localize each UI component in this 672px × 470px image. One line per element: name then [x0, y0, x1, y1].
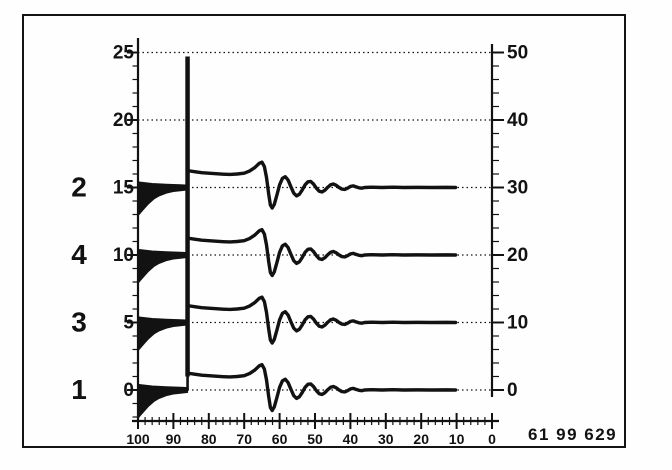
x-axis-tick-label: 90: [166, 431, 182, 447]
figure-frame: [22, 14, 626, 448]
trace-blob: [137, 181, 189, 218]
left-axis-tick-label: 15: [113, 178, 135, 199]
trace-blob: [137, 248, 189, 285]
trace-path: [185, 160, 458, 210]
x-axis-tick-label: 20: [413, 431, 429, 447]
trace-label: 3: [71, 307, 87, 338]
x-axis-tick-label: 80: [201, 431, 217, 447]
x-axis-tick-label: 0: [488, 431, 496, 447]
left-axis-tick-label: 5: [123, 313, 134, 334]
trace-path: [185, 362, 458, 413]
left-axis-tick-label: 25: [113, 43, 135, 64]
left-axis-tick-label: 10: [113, 245, 134, 266]
trace-blob: [137, 383, 189, 420]
left-axis-tick-label: 0: [123, 380, 134, 401]
x-axis-tick-label: 100: [126, 431, 150, 447]
right-axis-tick-label: 50: [507, 43, 528, 64]
right-axis-tick-label: 10: [507, 313, 528, 334]
trace-label: 2: [71, 172, 87, 203]
x-axis-tick-label: 40: [343, 431, 359, 447]
x-axis-tick-label: 60: [272, 431, 288, 447]
trace-label: 1: [71, 374, 87, 405]
right-axis-tick-label: 0: [507, 380, 518, 401]
x-axis-tick-label: 30: [378, 431, 394, 447]
trace-path: [185, 227, 458, 278]
trace-blob: [137, 316, 189, 353]
figure-number: 61 99 629: [528, 425, 618, 444]
trace-path: [185, 295, 458, 345]
right-axis-tick-label: 40: [507, 110, 528, 131]
right-axis-tick-label: 20: [507, 245, 528, 266]
x-axis-tick-label: 70: [236, 431, 252, 447]
left-axis-tick-label: 20: [113, 110, 134, 131]
x-axis-tick-label: 50: [307, 431, 323, 447]
x-axis-tick-label: 10: [449, 431, 465, 447]
right-axis-tick-label: 30: [507, 178, 528, 199]
trace-label: 4: [71, 239, 87, 270]
